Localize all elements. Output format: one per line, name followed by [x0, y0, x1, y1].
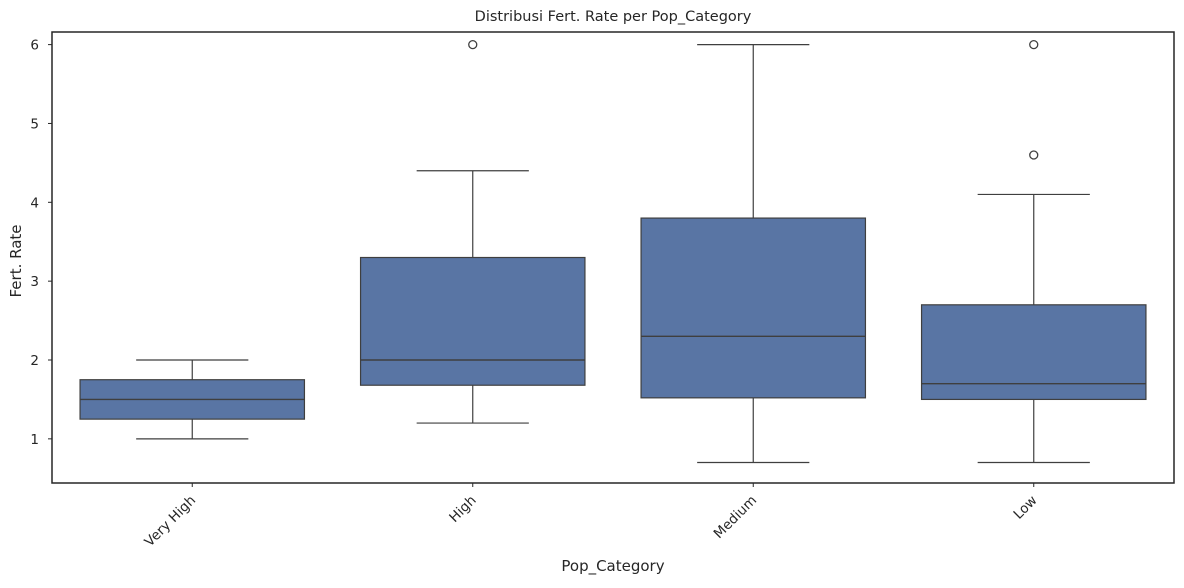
y-tick-label: 4	[30, 195, 39, 211]
outlier-point	[1029, 150, 1039, 160]
plot-frame	[51, 31, 1175, 484]
x-tick-label: Low	[1010, 493, 1040, 523]
y-tick-label: 1	[30, 432, 39, 448]
chart-title: Distribusi Fert. Rate per Pop_Category	[475, 9, 752, 25]
box-group	[640, 44, 867, 464]
iqr-box	[359, 256, 586, 386]
outlier-point	[1029, 39, 1039, 50]
y-tick-label: 5	[30, 116, 39, 132]
x-tick-label: Very High	[142, 493, 200, 551]
y-tick-label: 3	[30, 274, 39, 290]
plot-area	[51, 31, 1175, 484]
outlier-point	[468, 39, 478, 50]
y-tick-label: 2	[30, 353, 39, 369]
iqr-box	[920, 304, 1147, 401]
x-axis-title: Pop_Category	[561, 557, 664, 576]
x-tick-label: Medium	[711, 493, 760, 542]
x-axis-ticks: Very High High Medium Low	[142, 483, 1041, 550]
box-group	[79, 359, 306, 440]
y-axis-ticks: 1 2 3 4 5 6	[30, 38, 52, 448]
box-group	[359, 39, 586, 424]
iqr-box	[640, 217, 867, 399]
box-group	[920, 39, 1147, 464]
x-tick-label: High	[446, 493, 479, 526]
y-axis-title: Fert. Rate	[7, 224, 25, 297]
y-tick-label: 6	[30, 38, 39, 54]
